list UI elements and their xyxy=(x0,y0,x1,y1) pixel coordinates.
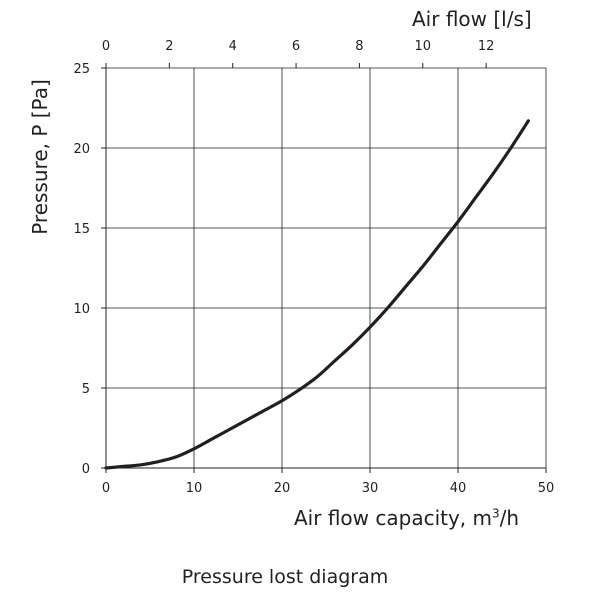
x-tick-label: 30 xyxy=(362,481,379,496)
x2-tick-label: 8 xyxy=(355,39,363,54)
x2-tick-label: 10 xyxy=(415,39,432,54)
x-tick-label: 40 xyxy=(450,481,467,496)
x2-tick-label: 4 xyxy=(229,39,237,54)
y-tick-label: 20 xyxy=(73,142,90,157)
x-tick-label: 20 xyxy=(274,481,291,496)
x-axis-title-suffix: /h xyxy=(499,506,520,530)
pressure-curve xyxy=(104,119,530,470)
x-tick-label: 50 xyxy=(538,481,555,496)
x-tick-label: 10 xyxy=(186,481,203,496)
x2-tick-label: 6 xyxy=(292,39,300,54)
x2-tick-label: 2 xyxy=(165,39,173,54)
y-tick-label: 15 xyxy=(73,222,90,237)
y-tick-label: 10 xyxy=(73,302,90,317)
x2-tick-label: 0 xyxy=(102,39,110,54)
y-tick-label: 0 xyxy=(82,462,90,477)
x2-tick-label: 12 xyxy=(478,39,495,54)
x-axis-title: Air flow capacity, m3/h xyxy=(294,506,519,530)
x-tick-label: 0 xyxy=(102,481,110,496)
x-axis-title-sup: 3 xyxy=(492,506,500,521)
y-tick-label: 5 xyxy=(82,382,90,397)
x-axis-title-text: Air flow capacity, m xyxy=(294,506,492,530)
y-axis-title: Pressure, P [Pa] xyxy=(28,79,52,235)
top-axis-title: Air flow [l/s] xyxy=(412,7,532,31)
y-tick-label: 25 xyxy=(73,62,90,77)
chart-caption: Pressure lost diagram xyxy=(181,566,389,588)
